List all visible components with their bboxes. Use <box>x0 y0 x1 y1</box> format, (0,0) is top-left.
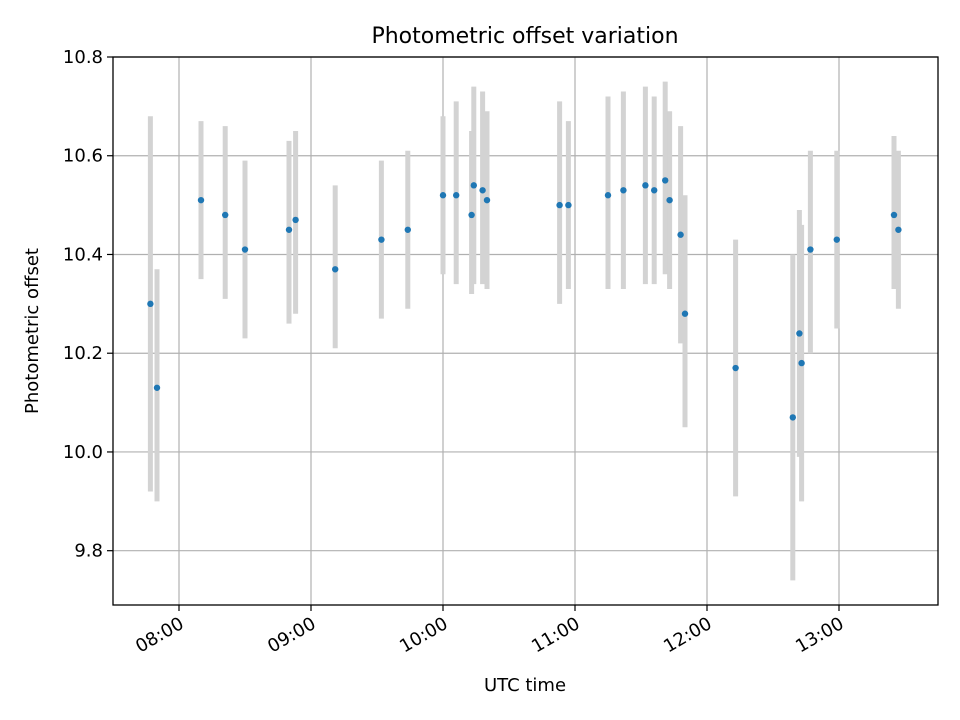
data-point <box>197 196 205 204</box>
y-axis: 9.8 10.0 10.2 10.4 10.6 10.8 <box>63 47 113 562</box>
data-point <box>732 364 739 372</box>
data-point <box>565 201 572 209</box>
data-point <box>153 384 161 391</box>
y-tick-label: 10.4 <box>63 244 103 265</box>
data-point <box>292 216 299 224</box>
data-point <box>241 246 249 253</box>
chart-title: Photometric offset variation <box>371 24 678 49</box>
data-point <box>662 177 669 184</box>
data-point <box>642 182 649 189</box>
data-point <box>789 414 796 421</box>
y-tick-label: 10.8 <box>63 47 103 68</box>
plot-frame <box>112 56 939 606</box>
y-tick-label: 10.2 <box>63 343 103 364</box>
y-axis-label: Photometric offset <box>22 248 43 414</box>
data-point <box>332 266 339 273</box>
y-tick-label: 10.6 <box>63 146 103 167</box>
data-point <box>468 211 475 219</box>
data-point <box>890 211 898 219</box>
data-point <box>470 182 477 189</box>
data-point <box>677 231 684 238</box>
data-point <box>833 236 840 243</box>
data-point <box>620 187 627 194</box>
data-point <box>798 359 805 367</box>
x-axis-label: UTC time <box>484 675 566 696</box>
data-point <box>378 236 385 243</box>
data-point <box>651 187 658 194</box>
data-point <box>479 187 486 194</box>
data-point <box>453 192 460 199</box>
data-point <box>796 330 803 337</box>
data-point <box>222 211 229 219</box>
data-point <box>681 310 689 317</box>
data-point <box>147 300 154 308</box>
data-points <box>147 177 902 421</box>
data-point <box>285 226 293 233</box>
data-point <box>439 192 447 199</box>
data-point <box>556 201 563 209</box>
data-point <box>604 192 612 199</box>
y-tick-label: 10.0 <box>63 442 103 463</box>
data-point <box>404 226 411 233</box>
data-point <box>666 196 673 204</box>
data-point <box>895 226 902 233</box>
y-tick-label: 9.8 <box>74 541 103 562</box>
data-point <box>807 246 814 253</box>
data-point <box>483 196 491 204</box>
